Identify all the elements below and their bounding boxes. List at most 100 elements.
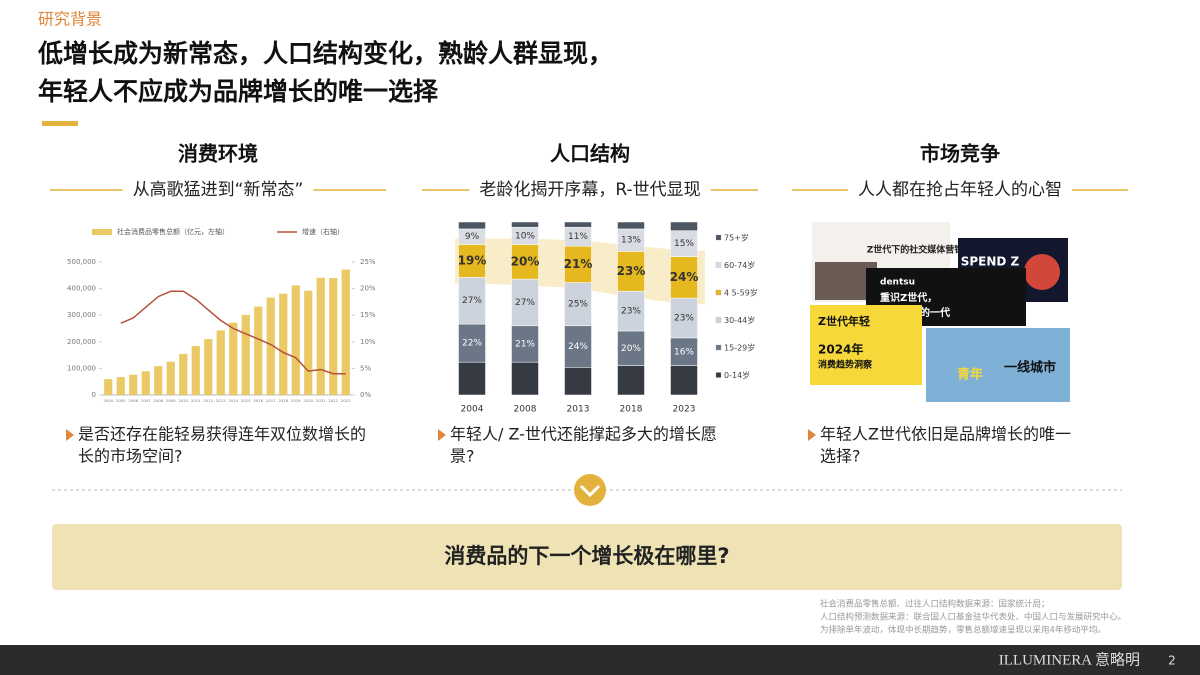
x-tick-label: 2004 xyxy=(103,398,113,403)
bar-segment xyxy=(670,230,698,257)
legend-label: 30-44岁 xyxy=(724,315,755,325)
value-label: 23% xyxy=(617,264,646,278)
chevron xyxy=(579,484,601,498)
legend-label: 社会消费品零售总额（亿元，左轴） xyxy=(117,227,229,236)
bar xyxy=(216,330,225,395)
collage-text: 消费趋势洞察 xyxy=(818,359,873,371)
value-label: 23% xyxy=(621,307,641,317)
bar xyxy=(316,277,325,395)
y2-tick-label: 15% xyxy=(360,311,376,319)
x-tick-label: 2005 xyxy=(116,398,126,403)
column-heading: 消费环境 xyxy=(178,142,258,166)
legend-swatch xyxy=(715,344,722,351)
bar xyxy=(116,377,125,395)
bar xyxy=(129,374,138,395)
y-tick-label: 100,000 xyxy=(67,364,96,372)
bar xyxy=(254,306,263,395)
bar xyxy=(279,293,288,395)
value-label: 21% xyxy=(515,339,535,349)
value-label: 27% xyxy=(515,298,535,308)
y2-tick-label: 10% xyxy=(360,338,376,346)
bar xyxy=(229,322,238,395)
bar-segment xyxy=(670,221,698,231)
bullet xyxy=(438,429,446,441)
bar-segment xyxy=(617,251,645,292)
bar-segment xyxy=(511,221,539,228)
x-tick-label: 2023 xyxy=(341,398,351,403)
question: 景? xyxy=(450,447,475,466)
y-tick-label: 200,000 xyxy=(67,338,96,346)
legend-label: 60-74岁 xyxy=(724,260,755,270)
x-tick-label: 2014 xyxy=(228,398,238,403)
bar xyxy=(329,278,338,395)
section-tag: 研究背景 xyxy=(38,10,102,29)
x-tick-label: 2013 xyxy=(216,398,226,403)
value-label: 9% xyxy=(465,232,480,242)
bar-segment xyxy=(458,323,486,363)
bar-segment xyxy=(564,221,592,228)
banner xyxy=(52,524,1122,590)
bar-segment xyxy=(511,244,539,280)
image-card xyxy=(810,305,922,385)
value-label: 15% xyxy=(674,239,694,249)
bar xyxy=(104,379,113,395)
value-label: 23% xyxy=(674,314,694,324)
bar-segment xyxy=(511,325,539,363)
value-label: 24% xyxy=(670,270,699,284)
x-tick-label: 2021 xyxy=(316,398,326,403)
source-note: 为排除单年波动，体现中长期趋势，零售总额增速呈现以采用4年移动平均。 xyxy=(820,625,1106,636)
legend-swatch xyxy=(715,262,722,268)
bar xyxy=(341,269,350,395)
x-tick-label: 2007 xyxy=(141,398,151,403)
bar-segment xyxy=(511,278,539,327)
bar xyxy=(179,353,188,395)
bar-segment xyxy=(564,282,592,327)
bar-segment xyxy=(617,221,645,230)
x-tick-label: 2022 xyxy=(328,398,338,403)
collage-text: 青年 xyxy=(957,367,983,383)
x-tick-label: 2016 xyxy=(253,398,263,403)
bar-segment xyxy=(670,337,698,366)
bar xyxy=(191,346,200,395)
image-icon xyxy=(1024,254,1060,290)
bar xyxy=(241,314,250,395)
y-tick-label: 500,000 xyxy=(67,258,96,266)
value-label: 19% xyxy=(458,253,487,267)
bar-segment xyxy=(511,361,539,396)
bar-segment xyxy=(458,277,486,325)
collage-text: SPEND Z xyxy=(961,255,1020,269)
bullet xyxy=(66,429,74,441)
question: 长的市场空间? xyxy=(78,447,183,466)
y2-tick-label: 5% xyxy=(360,364,371,372)
legend-label: 15-29岁 xyxy=(724,343,755,353)
bar xyxy=(304,290,313,395)
bar-segment xyxy=(458,361,486,396)
x-tick-label: 2023 xyxy=(673,405,696,415)
bar xyxy=(154,366,163,395)
value-label: 10% xyxy=(515,231,535,241)
collage-text: 2024年 xyxy=(818,342,863,357)
column-heading: 人口结构 xyxy=(550,142,630,166)
bar xyxy=(291,285,300,395)
legend-label: 4 5-59岁 xyxy=(724,288,758,298)
value-label: 20% xyxy=(621,344,641,354)
chevron-badge xyxy=(574,474,606,506)
x-tick-label: 2008 xyxy=(153,398,163,403)
bar-segment xyxy=(458,221,486,230)
legend-swatch xyxy=(92,229,112,235)
question: 选择? xyxy=(820,447,861,466)
column-heading: 市场竞争 xyxy=(920,142,1000,166)
source-note: 人口结构预测数据来源：联合国人口基金驻华代表处、中国人口与发展研究中心。 xyxy=(820,612,1126,623)
value-label: 11% xyxy=(568,232,588,242)
x-tick-label: 2017 xyxy=(266,398,276,403)
x-tick-label: 2012 xyxy=(203,398,213,403)
page-number: 2 xyxy=(1168,654,1176,668)
bar-segment xyxy=(617,365,645,396)
column-subheading: 人人都在抢占年轻人的心智 xyxy=(858,180,1062,200)
bar-segment xyxy=(670,365,698,396)
x-tick-label: 2009 xyxy=(166,398,176,403)
x-tick-label: 2004 xyxy=(461,405,484,415)
x-tick-label: 2019 xyxy=(291,398,301,403)
banner-text: 消费品的下一个增长极在哪里? xyxy=(444,544,729,568)
